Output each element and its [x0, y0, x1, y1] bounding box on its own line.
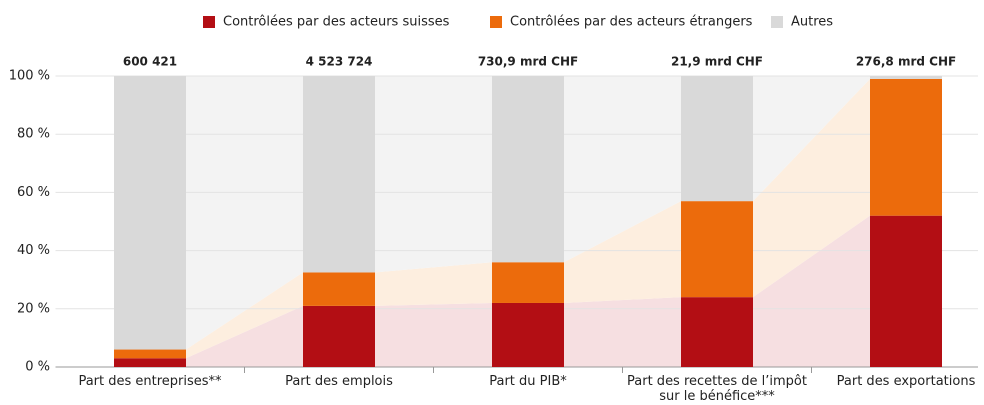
- x-tick-label: Part du PIB*: [489, 374, 567, 389]
- x-tick-label: Part des recettes de l’impôt sur le béné…: [627, 374, 807, 404]
- connector-band: [564, 76, 681, 263]
- bar-segment: [681, 76, 753, 202]
- bars: [114, 76, 942, 367]
- bar-segment: [681, 201, 753, 298]
- connector-band: [753, 78, 870, 298]
- connector-band: [186, 272, 303, 359]
- bands: [186, 76, 870, 367]
- connector-band: [375, 302, 492, 367]
- bar-segment: [114, 349, 186, 359]
- bar-segment: [870, 78, 942, 216]
- y-tick-label: 60 %: [17, 185, 50, 200]
- y-tick-label: 80 %: [17, 127, 50, 142]
- connector-band: [375, 76, 492, 273]
- total-label: 21,9 mrd CHF: [671, 55, 763, 69]
- bar-segment: [114, 76, 186, 350]
- total-label: 276,8 mrd CHF: [856, 55, 956, 69]
- connector-band: [564, 297, 681, 367]
- connector-band: [753, 215, 870, 367]
- connector-band: [753, 76, 870, 202]
- x-tick-label: Part des entreprises**: [78, 374, 222, 389]
- bar-segment: [303, 76, 375, 273]
- bar-segment: [303, 305, 375, 367]
- bar-segment: [492, 76, 564, 263]
- connector-band: [186, 305, 303, 367]
- y-tick-label: 20 %: [17, 301, 50, 316]
- connector-band: [186, 76, 303, 350]
- y-tick-label: 0 %: [25, 360, 50, 375]
- connector-band: [564, 201, 681, 303]
- legend-swatch: [771, 16, 783, 28]
- legend-label: Contrôlées par des acteurs étrangers: [510, 15, 753, 30]
- bar-segment: [492, 262, 564, 303]
- legend-swatch: [203, 16, 215, 28]
- legend-swatch: [490, 16, 502, 28]
- bar-segment: [870, 76, 942, 79]
- legend-label: Autres: [791, 15, 833, 30]
- legend-label: Contrôlées par des acteurs suisses: [223, 15, 450, 30]
- bar-segment: [114, 358, 186, 367]
- total-label: 600 421: [123, 55, 177, 69]
- x-tick-label: Part des emplois: [285, 374, 393, 389]
- connector-band: [375, 262, 492, 306]
- bar-segment: [870, 215, 942, 367]
- x-tick-label: Part des exportations: [836, 374, 976, 389]
- y-tick-label: 100 %: [9, 69, 50, 84]
- y-tick-label: 40 %: [17, 243, 50, 258]
- bar-segment: [681, 297, 753, 367]
- bar-segment: [492, 302, 564, 367]
- total-label: 4 523 724: [306, 55, 373, 69]
- bar-segment: [303, 272, 375, 306]
- total-label: 730,9 mrd CHF: [478, 55, 578, 69]
